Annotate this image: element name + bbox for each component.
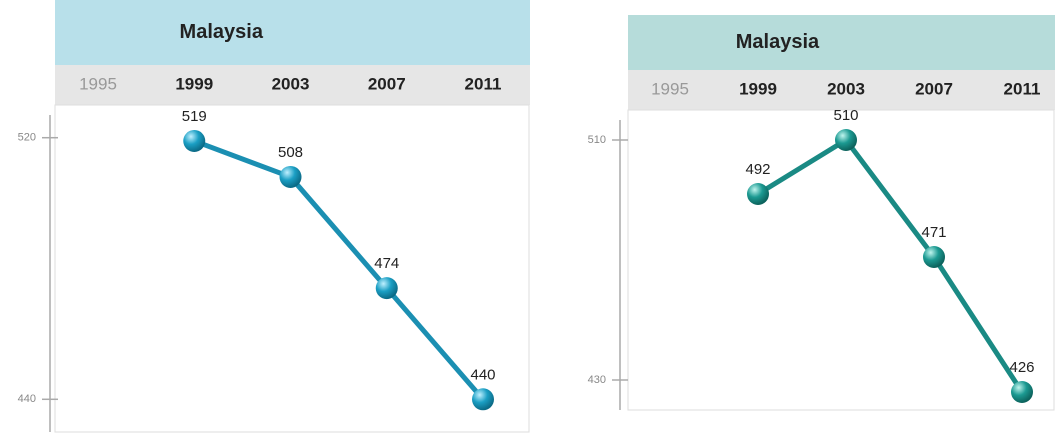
- data-label: 440: [470, 366, 495, 383]
- line: [756, 137, 1025, 394]
- line: [193, 138, 485, 401]
- data-label: 471: [921, 224, 946, 241]
- data-label: 492: [745, 161, 770, 178]
- data-label: 510: [833, 107, 858, 124]
- x-tick-label: 2003: [272, 74, 310, 93]
- x-tick-label: 1999: [739, 79, 777, 98]
- x-tick-label: 1999: [175, 74, 213, 93]
- x-tick-label: 2007: [915, 79, 953, 98]
- x-tick-label: 2007: [368, 74, 406, 93]
- chart-title: Malaysia: [180, 21, 264, 43]
- year-row: [628, 70, 1055, 110]
- y-tick-label: 440: [18, 393, 36, 405]
- x-tick-label: 1995: [651, 79, 689, 98]
- x-tick-label: 2011: [465, 74, 502, 93]
- x-tick-label: 2011: [1004, 79, 1041, 98]
- plot-area: [627, 109, 1055, 411]
- marker: [923, 246, 945, 268]
- data-label: 474: [374, 255, 399, 272]
- x-tick-label: 2003: [827, 79, 865, 98]
- marker: [375, 277, 398, 300]
- marker: [279, 165, 302, 188]
- plot-area: [54, 104, 530, 433]
- header: [55, 0, 530, 65]
- marker: [1011, 381, 1033, 403]
- marker: [472, 388, 494, 411]
- marker: [747, 183, 769, 205]
- year-row: [55, 65, 530, 105]
- x-tick-label: 1995: [79, 74, 117, 93]
- header: [628, 15, 1055, 70]
- y-tick-label: 430: [588, 374, 606, 386]
- y-tick-label: 510: [588, 134, 606, 146]
- marker: [183, 129, 206, 152]
- data-label: 426: [1009, 359, 1034, 376]
- data-label: 508: [278, 144, 303, 161]
- chart-title: Malaysia: [736, 31, 820, 53]
- marker: [835, 129, 857, 151]
- y-tick-label: 520: [18, 132, 36, 144]
- data-label: 519: [182, 108, 207, 125]
